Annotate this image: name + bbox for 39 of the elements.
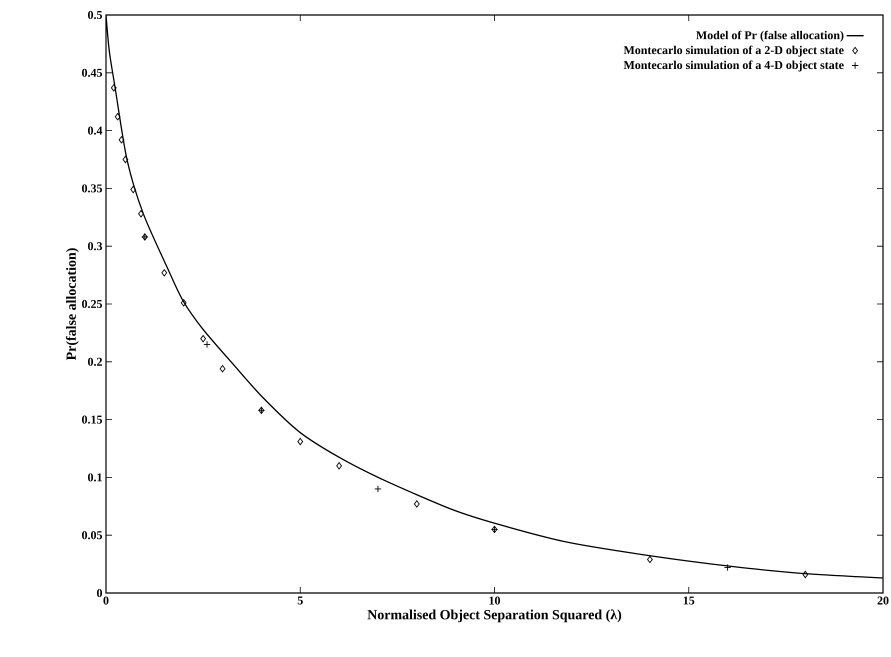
point: [114, 113, 121, 120]
y-tick-label: 0.2: [88, 358, 102, 366]
x-axis-title: Normalised Object Separation Squared (λ): [367, 609, 622, 622]
point: [122, 156, 128, 164]
point: [203, 340, 211, 348]
point: [118, 136, 124, 144]
point: [724, 564, 732, 572]
point: [647, 556, 653, 564]
x-tick-label: 10: [489, 596, 500, 605]
y-tick-label: 0.1: [88, 473, 102, 482]
point: [374, 485, 382, 493]
point: [297, 438, 304, 446]
point: [130, 186, 136, 194]
point: [802, 570, 808, 578]
point: [180, 299, 187, 306]
point: [200, 335, 206, 342]
y-tick-label: 0.25: [82, 300, 102, 308]
legend-label: Montecarlo simulation of a 2-D object state: [624, 46, 844, 57]
point: [220, 365, 226, 372]
y-tick-label: 0.35: [82, 184, 102, 192]
y-tick-label: 0.05: [82, 531, 102, 540]
point: [414, 500, 420, 508]
y-tick-label: 0.3: [88, 242, 102, 250]
y-tick-label: 0.45: [82, 68, 102, 77]
y-tick-label: 0.15: [82, 416, 102, 424]
y-axis-title: Pr(false allocation): [66, 248, 79, 360]
y-tick-label: 0.5: [88, 10, 102, 20]
point: [110, 84, 117, 92]
point: [336, 462, 342, 470]
point: [138, 210, 144, 218]
point: [161, 269, 168, 276]
legend-label: Model of Pr (false allocation): [696, 30, 844, 42]
x-tick-label: 15: [684, 596, 694, 605]
x-tick-label: 0: [103, 596, 109, 605]
y-tick-label: 0: [96, 588, 102, 598]
legend-label: Montecarlo simulation of a 4-D object state: [624, 60, 844, 72]
y-tick-label: 0.4: [88, 126, 102, 135]
x-tick-label: 20: [878, 596, 889, 605]
x-tick-label: 5: [298, 596, 303, 604]
